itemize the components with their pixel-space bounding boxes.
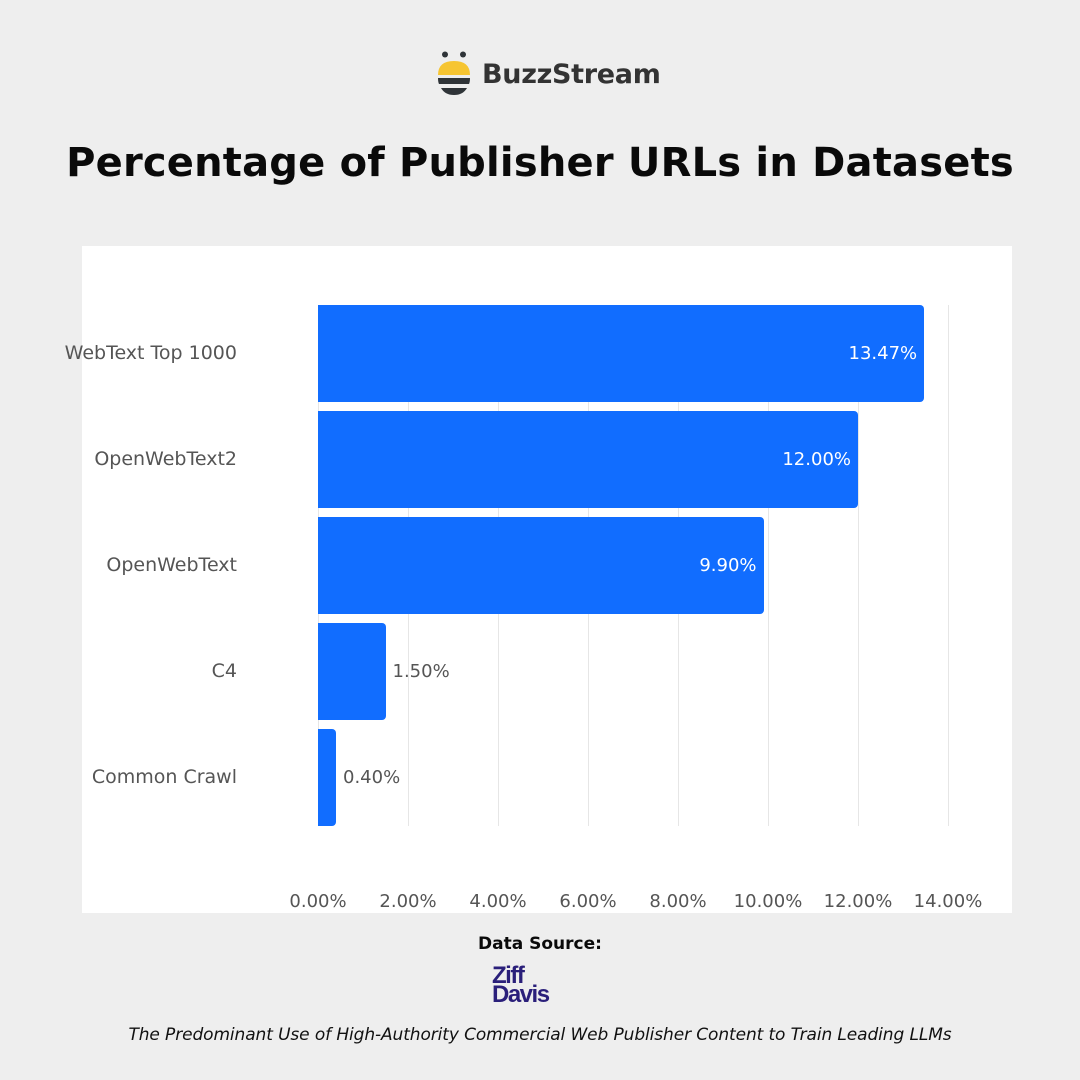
x-tick-label: 12.00% bbox=[823, 891, 893, 912]
category-label: OpenWebText2 bbox=[94, 448, 237, 470]
x-tick-label: 0.00% bbox=[289, 891, 347, 912]
bar-value-label: 0.40% bbox=[343, 767, 401, 788]
source-caption: The Predominant Use of High-Authority Co… bbox=[128, 1025, 952, 1045]
data-source-label: Data Source: bbox=[478, 934, 602, 954]
bee-icon bbox=[436, 50, 472, 96]
bar bbox=[318, 623, 386, 720]
category-label: C4 bbox=[211, 660, 237, 682]
gridline bbox=[948, 305, 949, 826]
bar-value-label: 9.90% bbox=[699, 555, 757, 576]
chart-title: Percentage of Publisher URLs in Datasets bbox=[66, 140, 1014, 186]
bar bbox=[318, 305, 925, 402]
chart-card: 0.00% 2.00% 4.00% 6.00% 8.00% 10.00% 12.00% 14.… bbox=[65, 246, 1012, 913]
ziff-davis-logo: Ziff Davis bbox=[490, 962, 570, 1012]
bar-value-label: 13.47% bbox=[848, 343, 918, 364]
bar-value-label: 1.50% bbox=[392, 661, 450, 682]
plot-area: 0.00% 2.00% 4.00% 6.00% 8.00% 10.00% 12.00% 14.… bbox=[65, 305, 982, 912]
x-tick-label: 8.00% bbox=[649, 891, 707, 912]
bar bbox=[318, 517, 764, 614]
gridline bbox=[858, 305, 859, 826]
x-tick-label: 2.00% bbox=[379, 891, 437, 912]
bar-value-label: 12.00% bbox=[782, 449, 851, 470]
buzzstream-logo: BuzzStream bbox=[436, 48, 661, 98]
ziff-davis-logo-line2: Davis bbox=[492, 981, 550, 1008]
category-label: WebText Top 1000 bbox=[64, 342, 237, 364]
x-tick-label: 6.00% bbox=[559, 891, 617, 912]
category-label: Common Crawl bbox=[91, 766, 237, 788]
gridline bbox=[768, 305, 769, 826]
x-tick-label: 14.00% bbox=[913, 891, 983, 912]
category-label: OpenWebText bbox=[106, 554, 237, 576]
ziff-davis-logo-line1: Ziff bbox=[492, 962, 525, 989]
x-tick-label: 10.00% bbox=[733, 891, 803, 912]
bar bbox=[318, 411, 858, 508]
bar bbox=[318, 729, 336, 826]
x-tick-label: 4.00% bbox=[469, 891, 527, 912]
brand-name: BuzzStream bbox=[482, 59, 661, 90]
